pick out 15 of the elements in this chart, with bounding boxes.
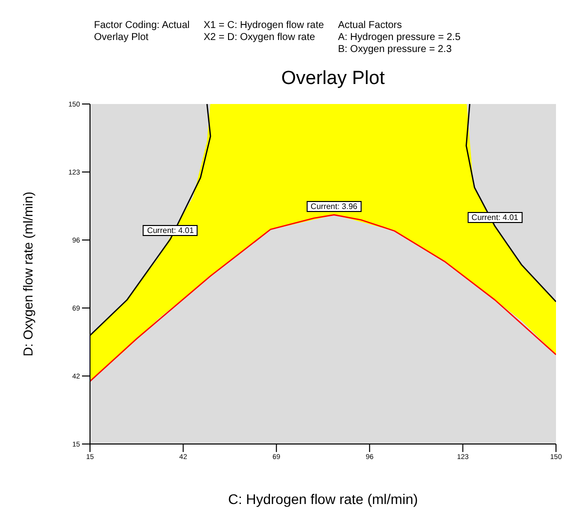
text: X2 = D: Oxygen flow rate	[204, 32, 316, 44]
text: Factor Coding: Actual	[94, 20, 190, 32]
line-series	[466, 104, 556, 302]
x-axis-title: C: Hydrogen flow rate (ml/min)	[228, 491, 418, 507]
annotation: Current: 3.96	[306, 200, 362, 212]
text: A: Hydrogen pressure = 2.5	[338, 32, 461, 44]
text: Actual Factors	[338, 20, 403, 32]
text: X1 = C: Hydrogen flow rate	[204, 20, 324, 32]
annotation: Current: 4.01	[468, 212, 522, 224]
text: Overlay Plot	[94, 32, 150, 44]
annotation: Current: 4.01	[143, 224, 198, 236]
text: B: Oxygen pressure = 2.3	[338, 44, 453, 56]
line-series	[90, 214, 556, 382]
chart-title: Overlay Plot	[280, 68, 386, 91]
y-axis-title: D: Oxygen flow rate (ml/min)	[20, 192, 36, 356]
